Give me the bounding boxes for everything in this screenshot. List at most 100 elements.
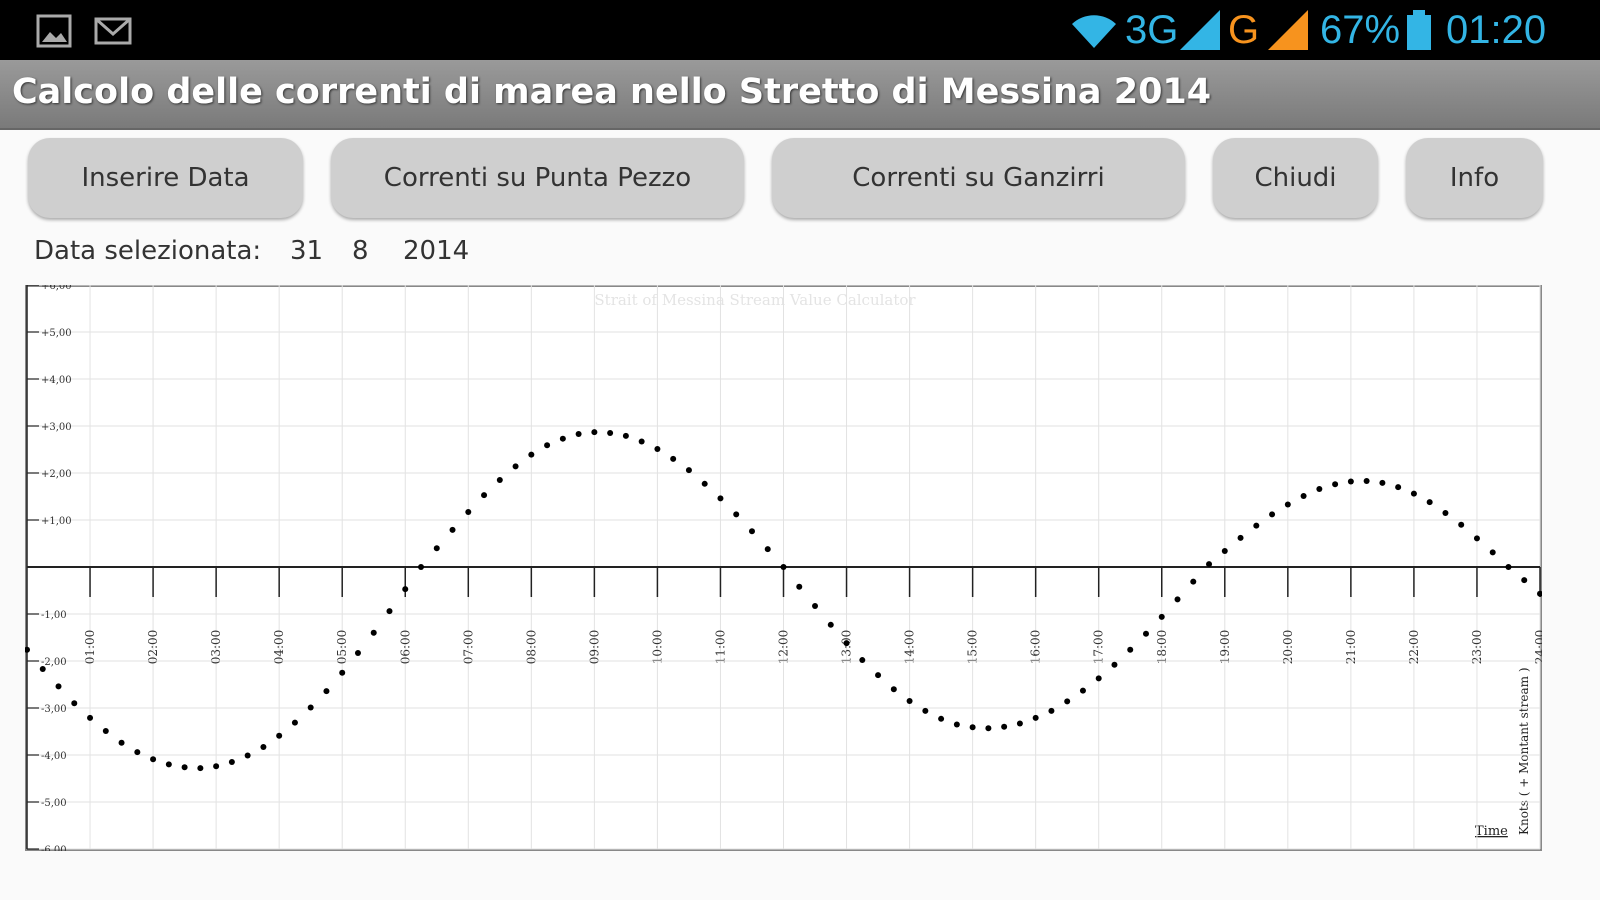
data-point: [1221, 548, 1228, 555]
x-tick-label: 13:00: [840, 630, 854, 665]
x-tick-label: 24:00: [1533, 630, 1542, 665]
data-point: [890, 686, 897, 693]
y-tick-label: -4,00: [41, 751, 67, 762]
signal-icon: [1268, 10, 1308, 50]
x-tick-label: 22:00: [1407, 630, 1421, 665]
data-point: [1174, 596, 1181, 603]
button[interactable]: Inserire Data: [28, 138, 303, 218]
y-tick-label: +2,00: [41, 469, 72, 480]
data-point: [465, 509, 472, 516]
data-point: [1426, 499, 1433, 506]
data-point: [213, 763, 220, 770]
data-point: [102, 728, 109, 735]
data-point: [748, 528, 755, 535]
x-tick-label: 11:00: [713, 630, 727, 665]
data-point: [1190, 578, 1197, 585]
title-bar: Calcolo delle correnti di marea nello St…: [0, 60, 1600, 130]
data-point: [1158, 613, 1165, 620]
data-point: [25, 646, 30, 653]
date-label: Data selezionata:: [34, 236, 262, 266]
x-axis-label: Time: [1475, 824, 1508, 839]
data-point: [228, 759, 235, 766]
data-point: [1379, 479, 1386, 486]
data-point: [1442, 509, 1449, 516]
data-point: [812, 603, 819, 610]
button[interactable]: Correnti su Ganzirri: [772, 138, 1185, 218]
data-point: [607, 430, 614, 437]
data-point: [796, 583, 803, 590]
y-tick-label: +5,00: [41, 328, 72, 339]
y-tick-label: -6,00: [41, 845, 67, 851]
notification-icons: [36, 14, 132, 48]
data-point: [39, 665, 46, 672]
button[interactable]: Info: [1406, 138, 1543, 218]
data-point: [1363, 477, 1370, 484]
network-type: 3G: [1125, 8, 1179, 52]
data-point: [875, 672, 882, 679]
y-tick-label: +1,00: [41, 516, 72, 527]
data-point: [418, 564, 425, 570]
data-point: [1048, 707, 1055, 714]
data-point: [339, 669, 346, 676]
x-tick-label: 07:00: [461, 630, 475, 665]
data-point: [1489, 549, 1496, 556]
data-point: [1127, 646, 1134, 653]
data-point: [402, 586, 409, 593]
data-point: [591, 429, 598, 436]
data-point: [1095, 675, 1102, 682]
data-point: [481, 492, 488, 499]
chart: Strait of Messina Stream Value Calculato…: [25, 285, 1542, 851]
x-tick-label: 23:00: [1470, 630, 1484, 665]
data-point: [638, 438, 645, 445]
data-point: [181, 764, 188, 771]
signal-icon: [1180, 10, 1220, 50]
x-tick-label: 19:00: [1218, 630, 1232, 665]
status-bar: 3G G 67% 01:20: [0, 0, 1600, 60]
data-point: [985, 725, 992, 732]
battery-icon: [1407, 10, 1431, 50]
data-point: [654, 446, 661, 453]
date-day: 31: [290, 236, 324, 266]
data-point: [1284, 501, 1291, 508]
data-point: [1473, 535, 1480, 542]
data-point: [134, 749, 141, 756]
data-point: [922, 707, 929, 714]
data-point: [386, 608, 393, 615]
data-point: [528, 451, 535, 458]
x-tick-label: 09:00: [587, 630, 601, 665]
x-tick-label: 14:00: [903, 630, 917, 665]
x-tick-label: 17:00: [1092, 630, 1106, 665]
y-tick-label: -3,00: [41, 704, 67, 715]
data-point: [118, 739, 125, 746]
data-point: [843, 640, 850, 647]
data-point: [1300, 493, 1307, 500]
x-tick-label: 06:00: [398, 630, 412, 665]
wifi-icon: [1072, 15, 1116, 48]
x-tick-label: 04:00: [272, 630, 286, 665]
x-tick-label: 15:00: [966, 630, 980, 665]
y-tick-label: +4,00: [41, 375, 72, 386]
data-point: [1458, 521, 1465, 528]
date-year: 2014: [403, 236, 470, 266]
data-point: [496, 477, 503, 484]
data-point: [717, 495, 724, 502]
button[interactable]: Correnti su Punta Pezzo: [331, 138, 744, 218]
date-month: 8: [352, 236, 369, 266]
data-point: [859, 657, 866, 664]
button[interactable]: Chiudi: [1213, 138, 1378, 218]
y-axis-label: Knots ( + Montant stream ): [1517, 667, 1531, 835]
data-point: [87, 714, 94, 721]
x-tick-label: 02:00: [146, 630, 160, 665]
data-point: [575, 430, 582, 437]
data-point: [938, 715, 945, 722]
data-point: [701, 480, 708, 487]
data-point: [276, 732, 283, 739]
data-point: [71, 700, 78, 707]
data-point: [260, 744, 267, 751]
data-point: [291, 719, 298, 726]
data-point: [670, 455, 677, 462]
data-point: [1064, 698, 1071, 705]
data-point: [827, 621, 834, 628]
data-point: [1079, 687, 1086, 694]
